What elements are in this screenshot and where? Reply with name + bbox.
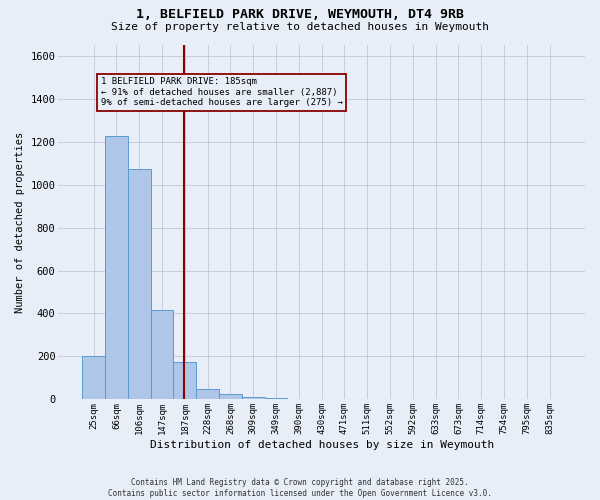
- Bar: [310, 399, 333, 400]
- Bar: [265, 398, 287, 400]
- Text: 1, BELFIELD PARK DRIVE, WEYMOUTH, DT4 9RB: 1, BELFIELD PARK DRIVE, WEYMOUTH, DT4 9R…: [136, 8, 464, 20]
- Bar: [173, 362, 196, 400]
- Bar: [105, 136, 128, 400]
- Y-axis label: Number of detached properties: Number of detached properties: [15, 132, 25, 313]
- Bar: [151, 310, 173, 400]
- Bar: [219, 394, 242, 400]
- Text: 1 BELFIELD PARK DRIVE: 185sqm
← 91% of detached houses are smaller (2,887)
9% of: 1 BELFIELD PARK DRIVE: 185sqm ← 91% of d…: [101, 77, 343, 107]
- Bar: [128, 168, 151, 400]
- Bar: [196, 388, 219, 400]
- Bar: [287, 399, 310, 400]
- Bar: [82, 356, 105, 400]
- Text: Size of property relative to detached houses in Weymouth: Size of property relative to detached ho…: [111, 22, 489, 32]
- Text: Contains HM Land Registry data © Crown copyright and database right 2025.
Contai: Contains HM Land Registry data © Crown c…: [108, 478, 492, 498]
- X-axis label: Distribution of detached houses by size in Weymouth: Distribution of detached houses by size …: [149, 440, 494, 450]
- Bar: [242, 398, 265, 400]
